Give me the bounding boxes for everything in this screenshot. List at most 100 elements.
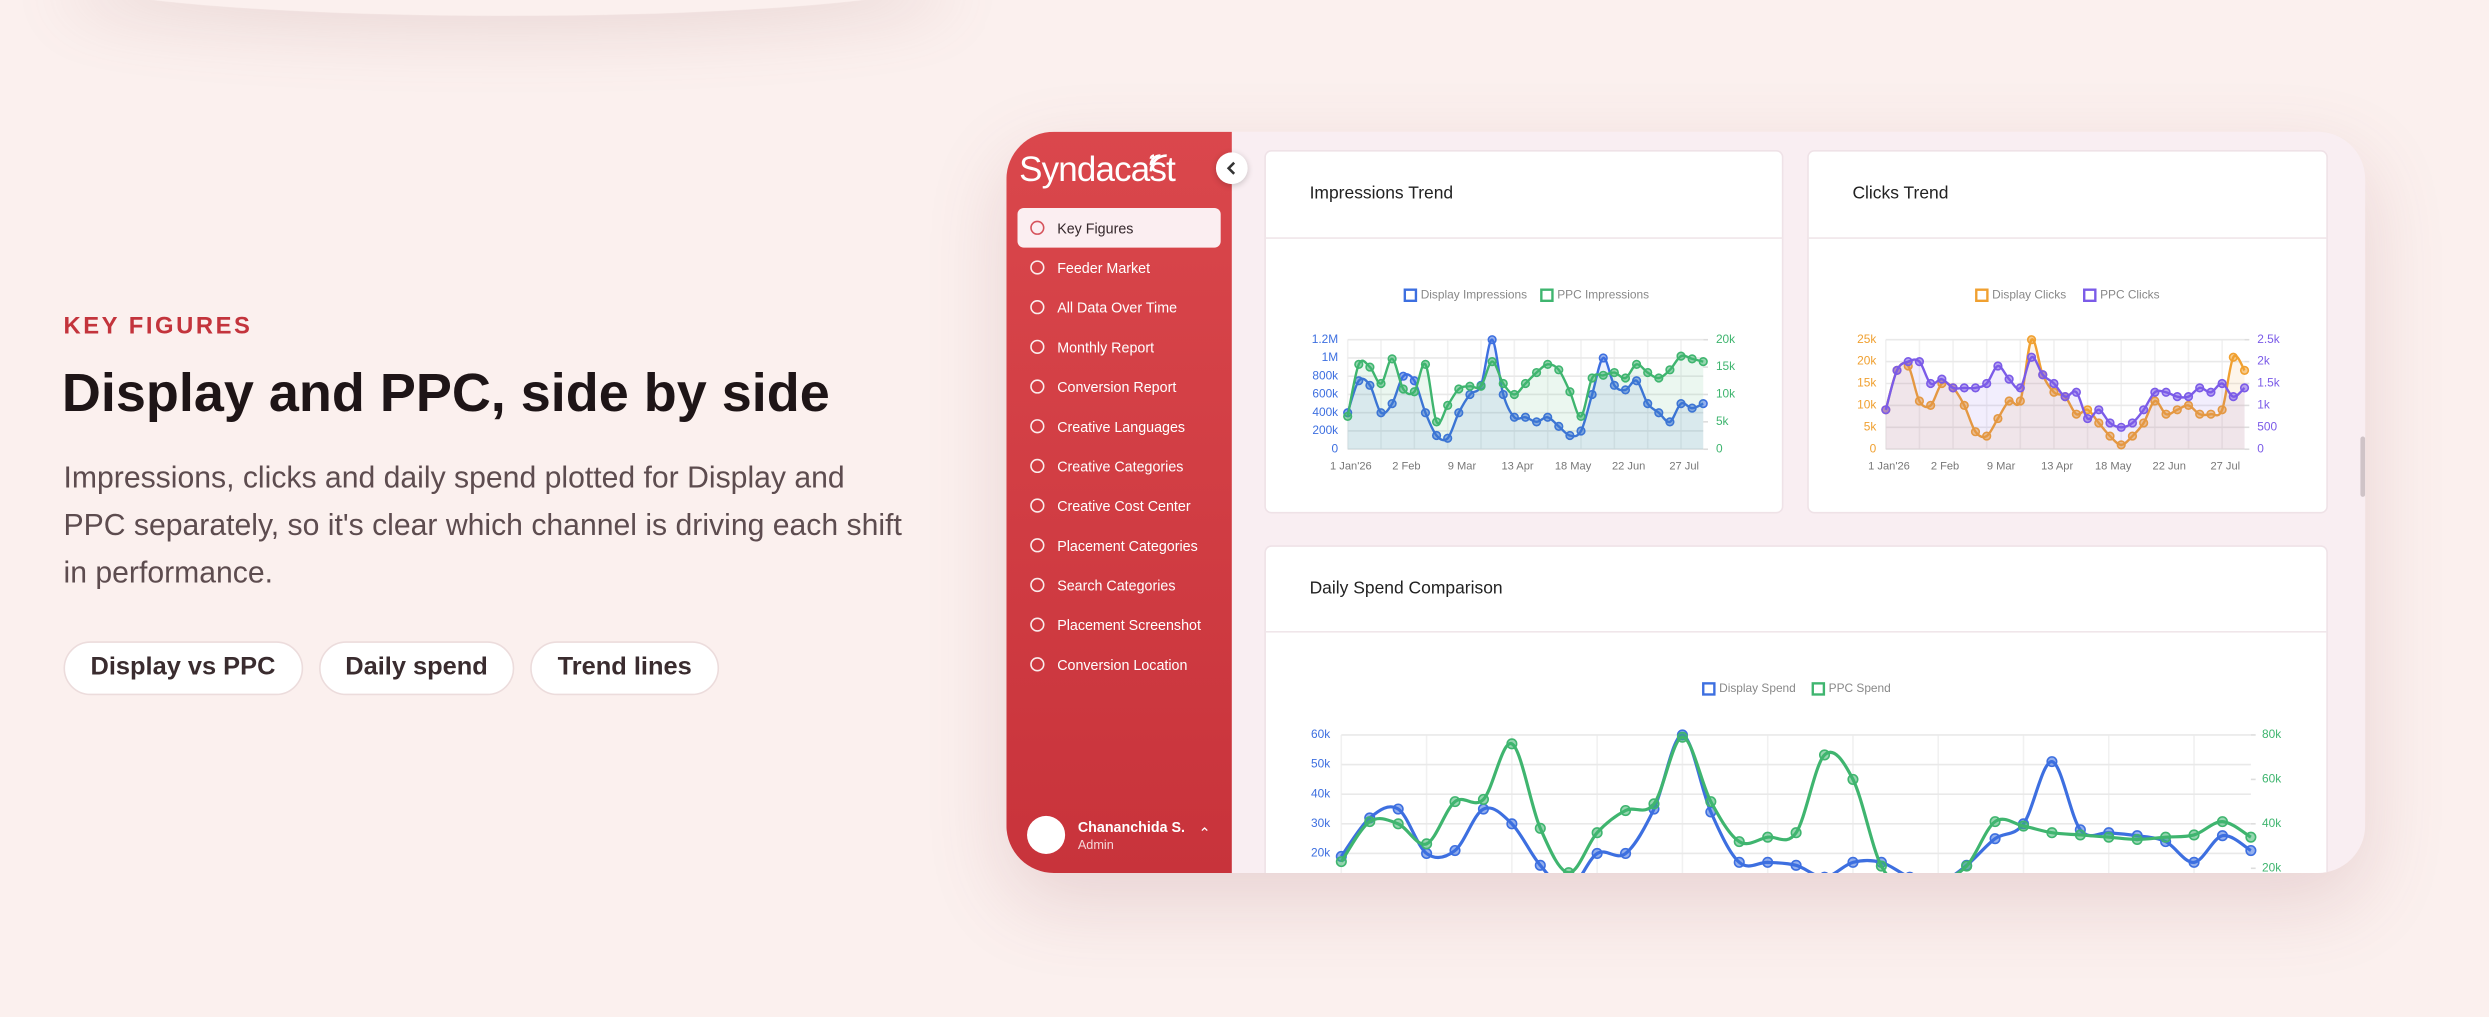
point xyxy=(1565,430,1575,441)
y2-tick-label: 1.5k xyxy=(2257,376,2280,390)
y-tick-label: 15k xyxy=(1857,376,1876,390)
nav-item[interactable]: Search Categories xyxy=(1018,565,1221,605)
point xyxy=(1398,384,1408,394)
nav-item[interactable]: Creative Cost Center xyxy=(1018,486,1221,526)
point xyxy=(1820,871,1829,874)
x-tick-label: 22 Jun xyxy=(2153,461,2186,473)
point xyxy=(2004,374,2014,384)
x-tick-label: 13 Apr xyxy=(1501,461,1533,473)
y2-tick-label: 0 xyxy=(1716,441,1723,455)
point xyxy=(2217,378,2227,389)
scrollbar[interactable] xyxy=(2360,436,2366,497)
point xyxy=(1598,370,1608,380)
tag[interactable]: Trend lines xyxy=(530,641,719,696)
y2-tick-label: 2k xyxy=(2257,354,2270,368)
nav-icon xyxy=(1030,657,1045,672)
point xyxy=(1982,378,1992,389)
nav-icon xyxy=(1030,617,1045,632)
x-tick-label: 13 Apr xyxy=(2041,461,2073,473)
y2-tick-label: 15k xyxy=(1716,359,1735,373)
x-tick-label: 1 Jan'26 xyxy=(1330,461,1372,473)
tag[interactable]: Daily spend xyxy=(318,641,515,696)
point xyxy=(1534,859,1546,871)
point xyxy=(2150,387,2160,397)
point xyxy=(1376,378,1386,389)
point xyxy=(1487,335,1497,345)
point xyxy=(2183,400,2194,411)
point xyxy=(1989,833,2001,845)
point xyxy=(1665,417,1675,427)
point xyxy=(2161,409,2171,419)
y2-tick-label: 80k xyxy=(2262,727,2281,741)
point xyxy=(1520,378,1531,389)
nav-item[interactable]: Placement Screenshot xyxy=(1018,605,1221,645)
user[interactable]: Chananchida S. Admin xyxy=(1027,815,1185,855)
point xyxy=(2071,409,2081,419)
point xyxy=(2188,829,2200,841)
point xyxy=(2139,418,2149,428)
brand: Syndacast xyxy=(1019,149,1176,189)
nav-item[interactable]: Key Figures xyxy=(1017,207,1221,248)
x-tick-label: 2 Feb xyxy=(1931,461,1959,473)
point xyxy=(1476,381,1486,391)
caret[interactable]: ⌃ xyxy=(1198,825,1211,842)
nav-item[interactable]: Conversion Location xyxy=(1018,644,1221,684)
nav-icon xyxy=(1030,577,1045,593)
point xyxy=(1762,831,1774,843)
top-glow xyxy=(63,0,952,16)
point xyxy=(1609,367,1619,378)
point xyxy=(1648,798,1660,810)
point xyxy=(1420,408,1431,418)
point xyxy=(1926,400,1936,411)
point xyxy=(1591,827,1603,839)
nav-item[interactable]: Monthly Report xyxy=(1018,327,1221,367)
eyebrow: KEY FIGURES xyxy=(63,312,253,340)
y-tick-label: 60k xyxy=(1311,727,1330,741)
nav-icon xyxy=(1030,220,1045,235)
point xyxy=(1620,847,1632,860)
point xyxy=(1498,378,1508,389)
point xyxy=(2094,418,2104,428)
point xyxy=(1487,356,1497,367)
point xyxy=(1598,353,1608,363)
point xyxy=(1364,816,1376,828)
nav-item[interactable]: Feeder Market xyxy=(1018,248,1221,288)
tag[interactable]: Display vs PPC xyxy=(63,641,303,696)
point xyxy=(1443,433,1453,443)
legend-swatch xyxy=(1975,288,1989,302)
y2-tick-label: 20k xyxy=(2262,860,2281,873)
point xyxy=(1926,378,1936,389)
nav-item[interactable]: All Data Over Time xyxy=(1018,287,1221,327)
nav-icon xyxy=(1030,260,1045,275)
point xyxy=(1914,396,1925,406)
y2-tick-label: 60k xyxy=(2262,772,2281,786)
point xyxy=(1948,383,1958,393)
y-tick-label: 1.2M xyxy=(1312,332,1338,346)
y2-tick-label: 5k xyxy=(1716,414,1729,428)
nav-item[interactable]: Placement Categories xyxy=(1018,525,1221,565)
point xyxy=(1665,365,1675,375)
nav-item[interactable]: Conversion Report xyxy=(1018,367,1221,407)
avatar xyxy=(1027,815,1066,855)
nav-label: Conversion Report xyxy=(1057,378,1177,395)
point xyxy=(1387,354,1397,364)
description: Impressions, clicks and daily spend plot… xyxy=(63,461,902,591)
point xyxy=(1903,356,1913,367)
nav-item[interactable]: Creative Languages xyxy=(1018,406,1221,446)
point xyxy=(2105,431,2115,441)
point xyxy=(1961,860,1973,872)
y-tick-label: 800k xyxy=(1312,368,1338,382)
collapse-button[interactable] xyxy=(1215,152,1248,185)
x-tick-label: 2 Feb xyxy=(1392,461,1420,473)
point xyxy=(1531,417,1542,427)
point xyxy=(1993,413,2003,424)
point xyxy=(1970,427,1981,437)
point xyxy=(1676,398,1686,409)
nav-item[interactable]: Creative Categories xyxy=(1018,446,1221,486)
point xyxy=(1698,356,1708,367)
point xyxy=(1982,431,1992,441)
legend-label: PPC Spend xyxy=(1829,681,1891,695)
point xyxy=(2015,383,2025,393)
point xyxy=(1354,359,1364,369)
